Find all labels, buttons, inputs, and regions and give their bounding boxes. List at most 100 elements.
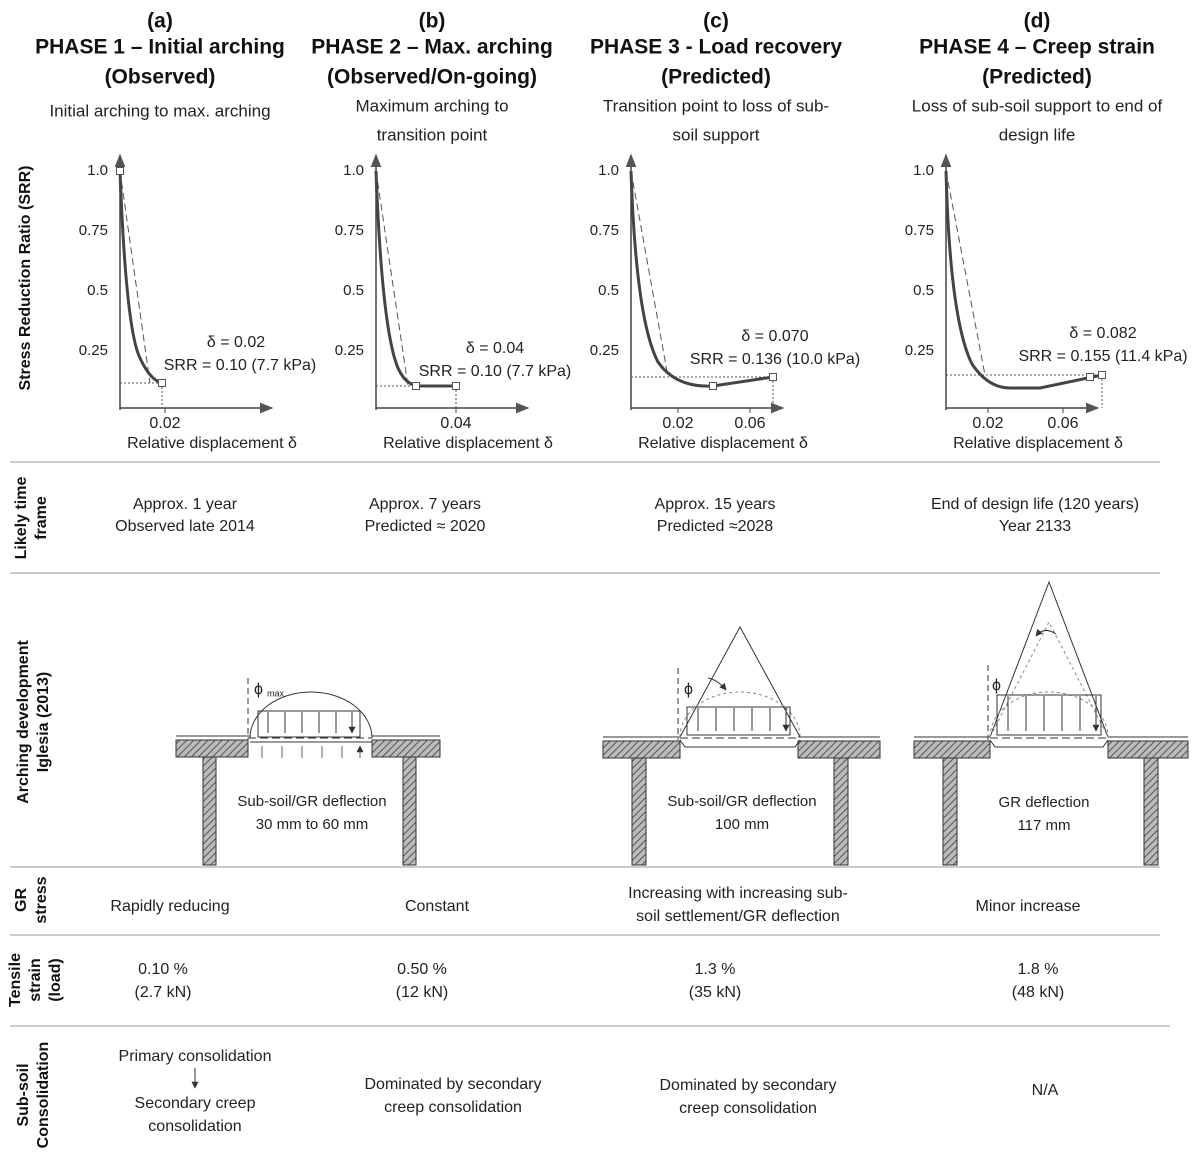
tensile-strain: (2.7 kN) — [135, 984, 192, 1001]
point-marker — [1099, 372, 1106, 379]
y-tick-label: 0.25 — [905, 342, 934, 359]
phase-title: PHASE 1 – Initial arching — [35, 36, 285, 59]
x-tick-label: 0.04 — [440, 415, 471, 432]
y-tick-label: 0.75 — [79, 222, 108, 239]
phase-status: (Predicted) — [661, 66, 771, 89]
tensile-strain: 1.3 % — [695, 961, 736, 978]
x-axis-label: Relative displacement δ — [127, 435, 297, 452]
consolidation: Dominated by secondary — [660, 1077, 837, 1094]
row-label: Tensile — [7, 953, 24, 1007]
y-tick-label: 0.75 — [905, 222, 934, 239]
phase-description: soil support — [673, 125, 760, 144]
gr-stress: soil settlement/GR deflection — [636, 908, 840, 925]
x-axis-label: Relative displacement δ — [383, 435, 553, 452]
phase-label: (a) — [147, 10, 173, 33]
y-tick-label: 0.25 — [79, 342, 108, 359]
x-tick-label: 0.06 — [734, 415, 765, 432]
phase-label: (c) — [703, 10, 729, 33]
time-frame: Approx. 1 year — [133, 496, 238, 513]
figure: ϕ max Sub-soil/GR deflection 30 mm to 60… — [0, 0, 1198, 1156]
gr-stress: Increasing with increasing sub- — [628, 885, 848, 902]
row-label: Arching development — [15, 640, 32, 804]
y-tick-label: 1.0 — [598, 162, 619, 179]
dashed-line — [120, 171, 150, 383]
phase-title: PHASE 3 - Load recovery — [590, 36, 842, 59]
phase-label: (d) — [1024, 10, 1051, 33]
row-label: strain — [27, 958, 44, 1002]
consolidation: N/A — [1032, 1082, 1059, 1099]
consolidation: consolidation — [148, 1118, 241, 1135]
consolidation: Primary consolidation — [119, 1048, 272, 1065]
tensile-strain: 0.10 % — [138, 961, 188, 978]
x-tick-label: 0.06 — [1047, 415, 1078, 432]
point-marker — [413, 383, 420, 390]
deflection-text: 117 mm — [1017, 817, 1070, 834]
y-tick-label: 0.5 — [343, 282, 364, 299]
time-frame: Approx. 15 years — [655, 496, 776, 513]
time-frame: Year 2133 — [999, 518, 1071, 535]
point-marker — [117, 168, 124, 175]
y-tick-label: 0.5 — [87, 282, 108, 299]
time-frame: Predicted ≈ 2020 — [365, 518, 486, 535]
consolidation: creep consolidation — [384, 1099, 522, 1116]
phase-description: design life — [999, 125, 1076, 144]
arching-diagram-1 — [176, 678, 440, 865]
delta-annotation: δ = 0.02 — [207, 334, 265, 351]
phase-status: (Observed) — [105, 66, 216, 89]
tensile-strain: 1.8 % — [1018, 961, 1059, 978]
phase-status: (Predicted) — [982, 66, 1092, 89]
row-label: Iglesia (2013) — [35, 672, 52, 773]
point-marker — [770, 374, 777, 381]
y-tick-label: 1.0 — [87, 162, 108, 179]
x-axis-label: Relative displacement δ — [638, 435, 808, 452]
deflection-text: 30 mm to 60 mm — [256, 816, 369, 833]
phase-description: Loss of sub-soil support to end of — [912, 96, 1163, 115]
point-marker — [1087, 374, 1094, 381]
gr-stress: Minor increase — [976, 898, 1081, 915]
y-tick-label: 0.5 — [598, 282, 619, 299]
tensile-strain: (12 kN) — [396, 984, 448, 1001]
tensile-strain: (35 kN) — [689, 984, 741, 1001]
phase-description: Initial arching to max. arching — [49, 101, 270, 120]
consolidation: Dominated by secondary — [365, 1076, 542, 1093]
deflection-text: Sub-soil/GR deflection — [667, 793, 816, 810]
phase-title: PHASE 4 – Creep strain — [919, 36, 1155, 59]
row-label: stress — [33, 876, 50, 923]
x-tick-label: 0.02 — [149, 415, 180, 432]
tensile-strain: 0.50 % — [397, 961, 447, 978]
row-label: Stress Reduction Ratio (SRR) — [17, 166, 34, 391]
delta-annotation: δ = 0.082 — [1069, 325, 1136, 342]
delta-annotation: δ = 0.070 — [741, 328, 808, 345]
phase-status: (Observed/On-going) — [327, 66, 537, 89]
srr-annotation: SRR = 0.10 (7.7 kPa) — [164, 357, 317, 374]
deflection-text: 100 mm — [715, 816, 769, 833]
phase-label: (b) — [419, 10, 446, 33]
srr-curve — [120, 171, 162, 383]
phase-description: Maximum arching to — [355, 96, 508, 115]
row-label: Sub-soil — [15, 1063, 32, 1126]
tensile-strain: (48 kN) — [1012, 984, 1064, 1001]
consolidation: Secondary creep — [135, 1095, 256, 1112]
time-frame: End of design life (120 years) — [931, 496, 1139, 513]
gr-stress: Rapidly reducing — [110, 898, 229, 915]
row-label: Likely time — [13, 477, 30, 560]
phase-description: Transition point to loss of sub- — [603, 96, 829, 115]
angle-label: ϕ — [684, 681, 693, 698]
deflection-text: GR deflection — [999, 794, 1090, 811]
angle-label: ϕ — [254, 681, 263, 698]
y-tick-label: 0.25 — [335, 342, 364, 359]
srr-annotation: SRR = 0.155 (11.4 kPa) — [1018, 348, 1187, 365]
time-frame: Predicted ≈2028 — [657, 518, 774, 535]
x-tick-label: 0.02 — [972, 415, 1003, 432]
y-tick-label: 1.0 — [913, 162, 934, 179]
deflection-text: Sub-soil/GR deflection — [237, 793, 386, 810]
point-marker — [710, 383, 717, 390]
row-label: (load) — [47, 958, 64, 1002]
phase-description: transition point — [377, 125, 488, 144]
point-marker — [159, 380, 166, 387]
time-frame: Observed late 2014 — [115, 518, 255, 535]
row-label: frame — [33, 496, 50, 540]
consolidation: creep consolidation — [679, 1100, 817, 1117]
row-label: Consolidation — [35, 1042, 52, 1149]
srr-annotation: SRR = 0.10 (7.7 kPa) — [419, 363, 572, 380]
